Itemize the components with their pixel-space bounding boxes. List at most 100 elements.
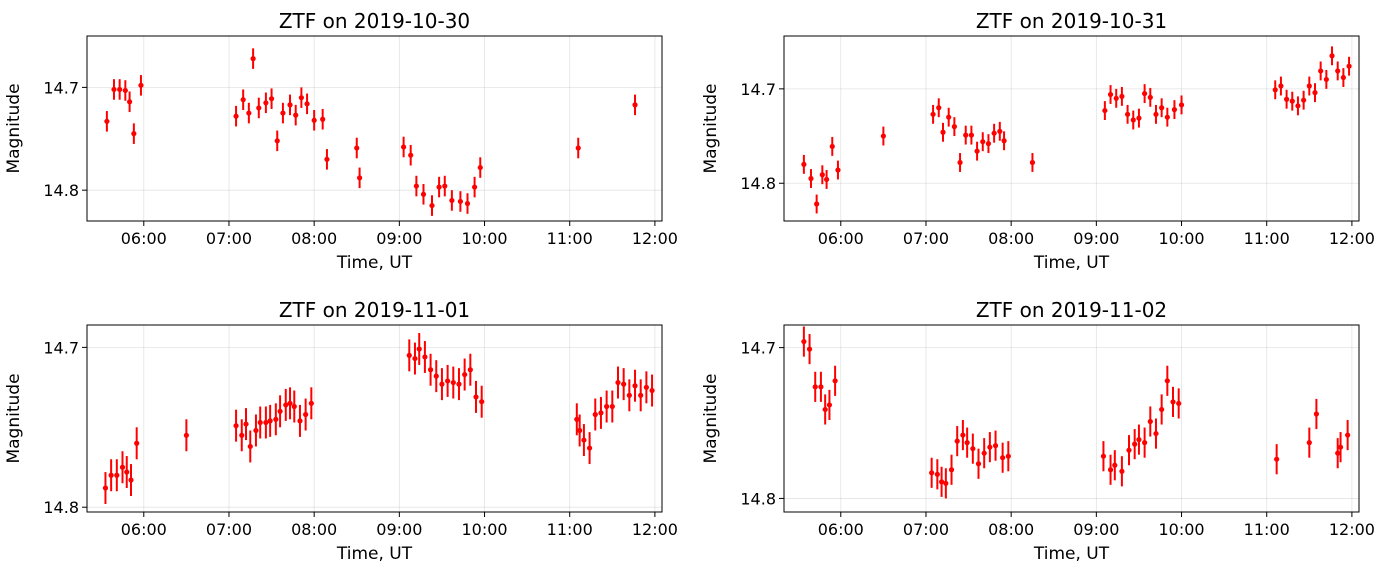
marker xyxy=(297,418,303,424)
marker xyxy=(324,156,330,162)
data-point xyxy=(1107,85,1114,104)
data-point xyxy=(1171,100,1178,120)
marker xyxy=(298,95,304,101)
x-tick-label: 06:00 xyxy=(818,520,864,539)
marker xyxy=(1153,430,1159,437)
data-point xyxy=(464,193,471,214)
data-point xyxy=(951,117,957,137)
data-point xyxy=(1102,101,1108,121)
data-point xyxy=(1272,80,1278,100)
marker xyxy=(1329,53,1335,59)
marker xyxy=(1119,468,1125,474)
subplot-4: 06:00 07:00 08:00 09:00 10:00 11:00 12:00 14.7 1… xyxy=(701,298,1374,564)
marker xyxy=(581,437,587,443)
marker xyxy=(320,116,326,122)
y-tick-label: 14.7 xyxy=(740,80,776,99)
marker xyxy=(826,402,833,408)
marker xyxy=(1274,456,1280,462)
data-point xyxy=(880,126,886,146)
data-point xyxy=(1005,441,1011,472)
data-point xyxy=(324,149,330,170)
marker xyxy=(1136,115,1142,121)
marker xyxy=(471,184,478,190)
data-point xyxy=(946,107,952,127)
data-point xyxy=(111,79,117,100)
data-point xyxy=(253,414,259,447)
plot-frame xyxy=(783,35,1360,222)
marker xyxy=(632,383,638,389)
marker xyxy=(823,176,830,183)
marker xyxy=(1119,93,1125,100)
x-tick-label: 10:00 xyxy=(1158,229,1204,248)
marker xyxy=(992,443,999,449)
data-point xyxy=(981,438,987,469)
x-tick-label: 11:00 xyxy=(1244,520,1290,539)
marker xyxy=(406,352,412,358)
data-point xyxy=(263,92,269,114)
data-point xyxy=(427,353,434,386)
marker xyxy=(621,381,627,387)
data-point xyxy=(997,121,1003,141)
data-point xyxy=(126,91,133,113)
data-point xyxy=(119,451,126,484)
marker xyxy=(1164,378,1170,384)
marker xyxy=(1124,111,1131,117)
marker xyxy=(948,467,955,473)
marker xyxy=(1306,83,1312,89)
data-point xyxy=(936,98,942,118)
data-point xyxy=(124,456,130,489)
marker xyxy=(1132,441,1138,447)
data-point xyxy=(985,134,992,154)
data-point xyxy=(832,365,838,396)
data-point xyxy=(311,110,317,131)
data-point xyxy=(233,409,239,442)
marker xyxy=(818,384,824,390)
marker xyxy=(450,379,456,386)
marker xyxy=(277,408,283,414)
data-point xyxy=(1132,429,1138,460)
data-point xyxy=(948,454,955,485)
plot-frame xyxy=(783,324,1360,513)
data-point xyxy=(638,379,644,412)
data-point xyxy=(1335,61,1341,81)
data-point xyxy=(243,408,249,441)
marker xyxy=(128,477,134,483)
marker xyxy=(598,410,604,416)
marker xyxy=(253,427,259,434)
data-point xyxy=(1112,450,1118,481)
marker xyxy=(287,102,293,108)
marker xyxy=(247,443,253,450)
data-point xyxy=(808,169,814,188)
marker xyxy=(311,117,317,123)
data-point xyxy=(621,368,627,401)
data-point xyxy=(643,371,649,404)
data-point xyxy=(835,160,841,180)
marker xyxy=(1335,450,1341,456)
marker xyxy=(467,367,473,373)
x-tick-label: 11:00 xyxy=(547,229,593,248)
data-point xyxy=(1329,46,1335,66)
marker xyxy=(609,403,615,410)
data-point xyxy=(1159,394,1165,425)
marker xyxy=(604,403,610,410)
marker xyxy=(1283,96,1290,102)
marker xyxy=(808,175,814,182)
data-point xyxy=(287,94,293,116)
data-point xyxy=(1340,68,1346,87)
data-point xyxy=(1176,388,1182,419)
data-point xyxy=(433,360,439,393)
data-point xyxy=(1107,454,1114,485)
marker xyxy=(263,419,269,426)
x-tick-label: 07:00 xyxy=(206,229,252,248)
x-tick-label: 09:00 xyxy=(1073,520,1119,539)
data-point xyxy=(308,387,314,420)
marker xyxy=(439,381,445,387)
data-point xyxy=(963,125,969,145)
data-point xyxy=(1170,386,1176,417)
data-point xyxy=(117,79,123,100)
data-point xyxy=(280,102,286,124)
data-point xyxy=(819,165,825,185)
marker xyxy=(449,197,455,204)
marker xyxy=(1100,453,1107,459)
data-point xyxy=(439,368,445,401)
